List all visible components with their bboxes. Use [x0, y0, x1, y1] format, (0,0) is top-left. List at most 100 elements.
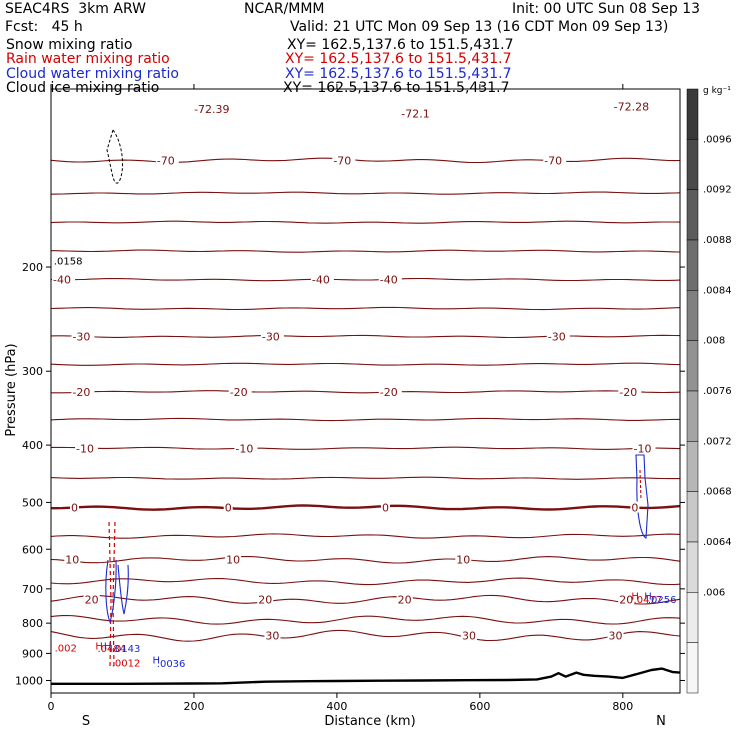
isotherm-line: [50, 533, 681, 539]
isotherm-label: -10: [634, 442, 652, 455]
y-tick-label: 300: [22, 365, 43, 378]
isotherm-line: [50, 594, 681, 605]
cloud-water-maximum-label: .0256: [648, 595, 677, 606]
isotherm-line: [50, 629, 681, 642]
cloud-water-maximum-label: H: [644, 591, 652, 602]
isotherm-label: -20: [72, 386, 90, 399]
isotherm-minimum-label: -72.39: [194, 103, 229, 116]
isotherm-label: -20: [230, 386, 248, 399]
cloud-water-maximum-label: .0143: [112, 644, 141, 655]
colorbar-segment: [686, 189, 699, 241]
x-tick-label: 400: [326, 700, 347, 713]
field-label-rain: Rain water mixing ratio: [6, 51, 170, 67]
isotherm-label: -40: [380, 274, 398, 287]
colorbar-segment: [686, 642, 699, 694]
isotherm-line: [50, 157, 681, 164]
isotherm-label-bg: [543, 154, 567, 166]
field-xy-snow: XY= 162.5,137.6 to 151.5,431.7: [287, 37, 514, 53]
isotherm-label-bg: [228, 385, 252, 397]
terrain-line: [51, 667, 681, 685]
valid-time: Valid: 21 UTC Mon 09 Sep 13 (16 CDT Mon …: [290, 19, 669, 35]
colorbar-tick-label: .0064: [703, 537, 732, 548]
contour-labels: -70 -70 -70 -40 -40 -40 -30 -30 -30 -20 -20 -20 -20 -…: [52, 100, 676, 670]
isotherm-minimum-label: -72.28: [614, 100, 649, 113]
isotherm-label-bg: [71, 385, 95, 397]
x-axis-title: Distance (km): [324, 714, 415, 729]
isotherm-label: -30: [262, 330, 280, 343]
isotherm-label: 20: [619, 594, 633, 607]
isotherm-label: -70: [544, 154, 562, 167]
isotherm-label-bg: [618, 593, 635, 605]
isotherm-label: 0: [382, 502, 389, 515]
isotherm-label-bg: [607, 629, 624, 641]
isotherm-label: 0: [631, 502, 638, 515]
init-time: Init: 00 UTC Sun 08 Sep 13: [512, 1, 701, 17]
terrain-surface: [51, 667, 681, 685]
isotherm-label-bg: [380, 501, 390, 513]
x-tick-label: 0: [48, 700, 55, 713]
isotherm-label-bg: [225, 553, 242, 565]
plot-frame: [50, 88, 681, 694]
isotherm-line: [50, 476, 680, 480]
colorbar-tick-label: .0072: [703, 436, 732, 447]
colorbar-segment: [686, 290, 699, 341]
y-tick-label: 900: [22, 647, 43, 660]
isotherm-line: [50, 191, 681, 195]
isotherm-label: -30: [548, 330, 566, 343]
field-label-cloud-water: Cloud water mixing ratio: [6, 66, 179, 82]
rain-maximum-label: .0477: [634, 595, 663, 606]
isotherm-line: [51, 446, 681, 450]
colorbar-tick-label: .0084: [703, 285, 732, 296]
rain-contour: [639, 469, 642, 501]
colorbar-segment: [686, 88, 699, 140]
isotherm-label-bg: [223, 501, 233, 513]
isotherm-label-bg: [332, 154, 356, 166]
colorbar-tick-label: .006: [703, 587, 725, 598]
colorbar-tick-label: .0068: [703, 487, 732, 498]
isotherm-line: [51, 249, 681, 253]
isotherm-label-bg: [460, 629, 477, 641]
colorbar-segment: [686, 491, 699, 543]
colorbar-tick-label: .008: [703, 336, 725, 347]
snow-contour: [106, 128, 124, 184]
isotherm-label: -10: [76, 442, 94, 455]
x-tick-label: 600: [469, 700, 490, 713]
isotherm-label-bg: [71, 330, 95, 342]
isotherm-label-bg: [260, 330, 284, 342]
y-tick-label: 700: [22, 583, 43, 596]
isotherm-label: -70: [157, 154, 175, 167]
isotherm-line: [50, 362, 681, 366]
colorbar-unit: g kg⁻¹: [703, 86, 731, 96]
isotherm-line: [51, 504, 681, 511]
isotherm-label-bg: [264, 629, 281, 641]
isotherm-line: [51, 390, 681, 394]
isotherm-label-bg: [257, 593, 274, 605]
isotherm-line: [50, 614, 681, 625]
x-tick-label: 800: [612, 700, 633, 713]
field-xy-cloud-water: XY= 162.5,137.6 to 151.5,431.7: [285, 66, 512, 82]
colorbar-tick-label: .0088: [703, 235, 732, 246]
isotherm-label: 0: [71, 502, 78, 515]
y-tick-label: 1000: [15, 674, 43, 687]
rain-maximum-label: .0012: [112, 658, 141, 669]
y-tick-label: 600: [22, 543, 43, 556]
isotherm-label-bg: [378, 385, 402, 397]
cloud-water-contour: [105, 559, 117, 624]
y-tick-label: 500: [22, 496, 43, 509]
colorbar-segment: [686, 139, 699, 190]
isotherm-label: 30: [609, 630, 623, 643]
field-xy-cloud-ice: XY= 162.5,137.6 to 151.5,431.7: [283, 80, 510, 96]
isotherm-line: [50, 334, 681, 339]
isotherm-line: [50, 555, 681, 564]
isotherm-label-bg: [64, 553, 81, 565]
colorbar: .0096 .0092 .0088 .0084 .008 .0076 .0072 .0068.…: [686, 88, 732, 694]
isotherm-label: -40: [312, 274, 330, 287]
field-xy-rain: XY= 162.5,137.6 to 151.5,431.7: [285, 51, 512, 67]
x-tick-label: 200: [183, 700, 204, 713]
isotherm-label: -70: [333, 154, 351, 167]
rain-contour: [108, 521, 116, 669]
project-title: SEAC4RS 3km ARW: [5, 1, 146, 17]
isotherm-label-bg: [378, 273, 402, 285]
